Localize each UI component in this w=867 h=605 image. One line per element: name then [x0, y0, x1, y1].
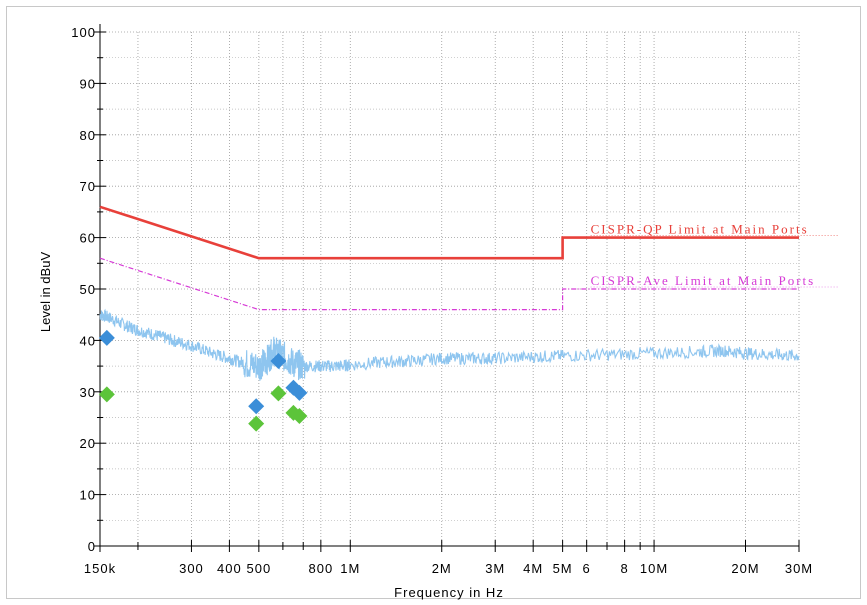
data-marker: [98, 386, 115, 403]
x-tick-label: 8: [621, 561, 629, 576]
x-tick-label: 1M: [340, 561, 360, 576]
x-axis-title: Frequency in Hz: [394, 585, 504, 600]
x-tick-label: 10M: [640, 561, 668, 576]
x-tick-label: 800: [308, 561, 333, 576]
x-tick-label: 20M: [731, 561, 759, 576]
data-marker: [248, 415, 265, 432]
y-tick-label: 40: [80, 333, 96, 348]
y-tick-label: 90: [80, 76, 96, 91]
y-tick-label: 70: [80, 179, 96, 194]
ave-limit-label: CISPR-Ave Limit at Main Ports: [591, 273, 816, 288]
x-tick-label: 6: [583, 561, 591, 576]
series-labels: CISPR-QP Limit at Main Ports CISPR-Ave Li…: [590, 222, 839, 288]
y-axis-title: Level in dBuV: [38, 252, 53, 333]
ave-limit-line: [99, 257, 799, 311]
x-tick-label: 150k: [84, 561, 116, 576]
y-tick-label: 20: [80, 436, 96, 451]
x-tick-label: 4M: [523, 561, 543, 576]
tick-labels: 0 10 20 30 40 50 60 70 80 90 100 150k 300 400 500 800 1M…: [71, 25, 813, 576]
data-marker: [98, 329, 115, 346]
series-layer: [98, 205, 800, 432]
y-tick-label: 50: [80, 282, 96, 297]
x-tick-label: 2M: [432, 561, 452, 576]
x-tick-label: 400: [217, 561, 242, 576]
y-tick-label: 100: [71, 25, 96, 40]
x-tick-label: 30M: [785, 561, 813, 576]
qp-limit-label: CISPR-QP Limit at Main Ports: [591, 222, 809, 237]
data-marker: [291, 384, 308, 401]
axes: [94, 24, 800, 552]
x-tick-label: 5M: [553, 561, 573, 576]
chart-frame: [6, 6, 861, 599]
y-tick-label: 10: [80, 488, 96, 503]
y-tick-label: 30: [80, 385, 96, 400]
qp-limit-line: [99, 205, 799, 260]
x-tick-label: 3M: [485, 561, 505, 576]
data-marker: [270, 352, 287, 369]
y-tick-label: 0: [88, 539, 96, 554]
data-marker: [291, 407, 308, 424]
y-tick-label: 60: [80, 231, 96, 246]
scan-trace: [99, 308, 800, 381]
data-marker: [270, 385, 287, 402]
x-tick-label: 300: [179, 561, 204, 576]
data-marker: [248, 398, 265, 415]
y-tick-label: 80: [80, 128, 96, 143]
x-tick-label: 500: [246, 561, 271, 576]
